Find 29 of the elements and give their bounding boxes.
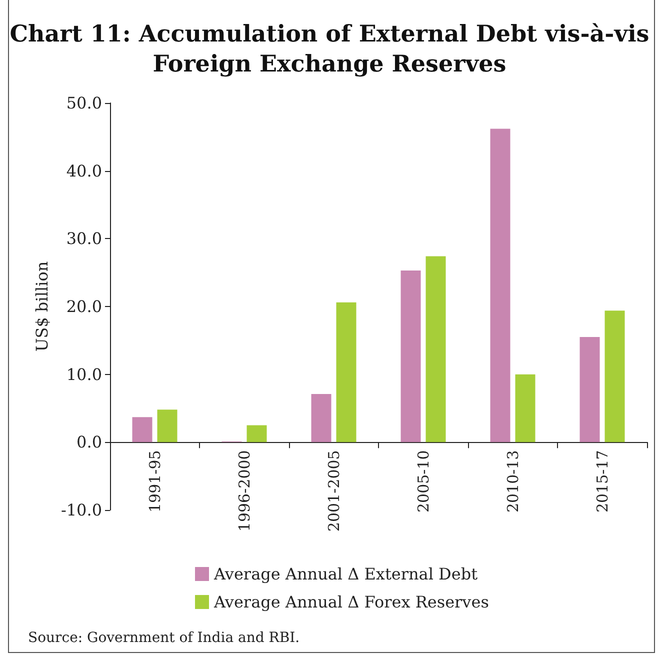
y-axis-title: US$ billion	[32, 261, 52, 352]
bar	[400, 270, 421, 442]
chart-title: Chart 11: Accumulation of External Debt vis-à-vis Foreign Exchange Reserves	[10, 20, 650, 78]
y-tick-label: 40.0	[66, 161, 102, 180]
legend-label: Average Annual Δ Forex Reserves	[213, 592, 489, 612]
bar	[515, 374, 536, 442]
bar	[157, 410, 178, 442]
x-tick-label: 2001-2005	[324, 450, 343, 532]
y-tick-label: 20.0	[66, 297, 102, 316]
bar	[490, 128, 510, 442]
y-tick-label: -10.0	[60, 500, 102, 520]
x-tick-label: 2010-13	[504, 450, 522, 513]
x-tick-label: 2015-17	[593, 450, 612, 513]
bar	[604, 310, 625, 442]
legend-label: Average Annual Δ External Debt	[213, 564, 478, 584]
y-tick-label: 10.0	[66, 364, 102, 384]
y-tick-label: 50.0	[66, 94, 102, 112]
x-tick-label: 1996-2000	[235, 450, 254, 532]
bar	[336, 302, 356, 442]
x-tick-label: 2005-10	[414, 450, 432, 513]
bar	[426, 256, 446, 442]
bar	[580, 337, 600, 442]
source-note: Source: Government of India and RBI.	[28, 630, 300, 646]
x-tick-label: 1991-95	[146, 450, 164, 513]
y-tick-label: 30.0	[66, 229, 102, 248]
y-tick-label: 0.0	[76, 432, 102, 452]
bar	[246, 425, 267, 442]
bar	[132, 417, 152, 442]
bar	[311, 394, 332, 442]
